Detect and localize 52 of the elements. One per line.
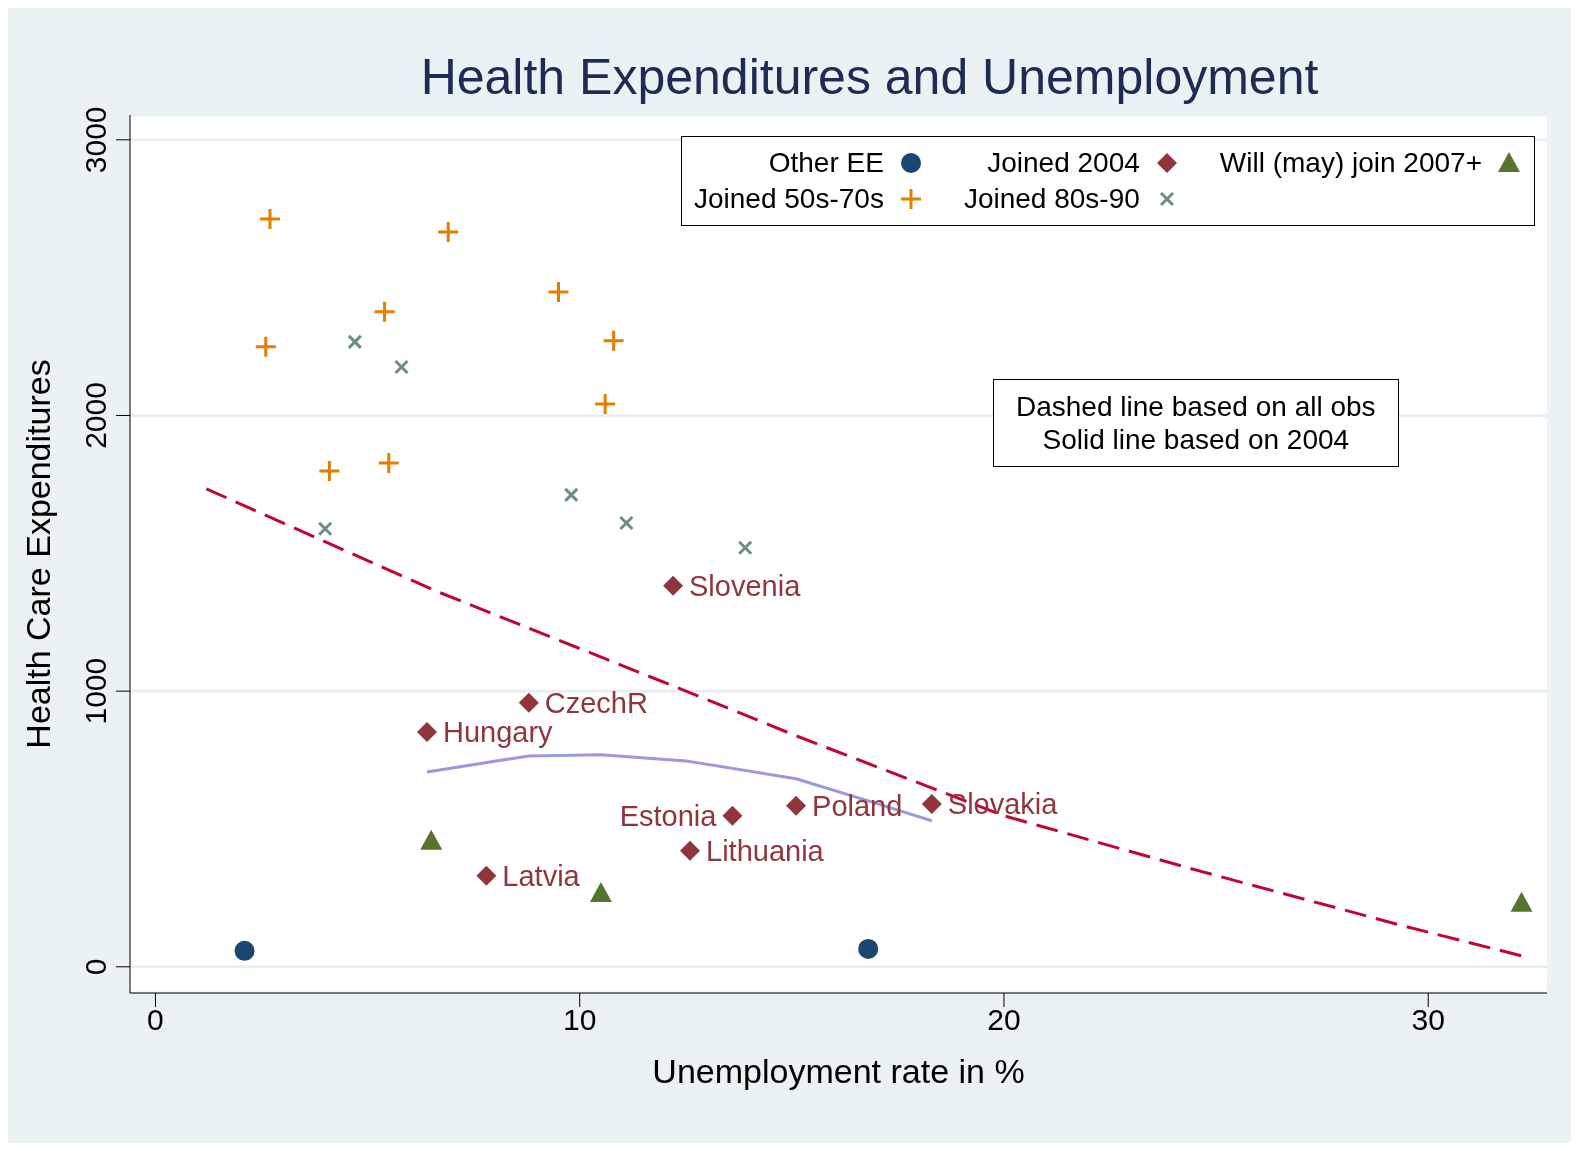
point bbox=[858, 938, 879, 959]
x-tick-label: 10 bbox=[563, 1003, 597, 1037]
data-label: Slovenia bbox=[689, 569, 802, 602]
point bbox=[373, 300, 397, 324]
y-tick-label: 3000 bbox=[79, 106, 112, 174]
x-tick-label: 0 bbox=[147, 1003, 164, 1037]
annotation: Dashed line based on all obs bbox=[1016, 390, 1376, 423]
point bbox=[476, 865, 497, 886]
point bbox=[317, 459, 341, 483]
chart-title: Health Expenditures and Unemployment bbox=[419, 48, 1320, 106]
point bbox=[254, 335, 278, 359]
data-label: Estonia bbox=[619, 799, 718, 832]
line-series bbox=[204, 487, 1524, 958]
point bbox=[722, 805, 743, 826]
point bbox=[518, 692, 539, 713]
point bbox=[589, 881, 612, 902]
x-tick-label: 20 bbox=[987, 1003, 1021, 1037]
point bbox=[436, 220, 460, 244]
x-axis-title: Unemployment rate in % bbox=[652, 1052, 1025, 1090]
point bbox=[563, 487, 579, 503]
point bbox=[593, 392, 617, 416]
legend-label: Joined 80s-90 bbox=[963, 183, 1140, 215]
point bbox=[602, 329, 626, 353]
point bbox=[416, 721, 437, 742]
point bbox=[546, 280, 570, 304]
y-tick-label: 1000 bbox=[79, 657, 112, 725]
data-label: Latvia bbox=[502, 859, 581, 892]
x-tick-label: 30 bbox=[1411, 1003, 1445, 1037]
y-tick-label: 0 bbox=[79, 958, 112, 976]
point bbox=[921, 793, 942, 814]
legend-label: Will (may) join 2007+ bbox=[1219, 147, 1482, 179]
point bbox=[737, 540, 753, 556]
point bbox=[1510, 891, 1533, 912]
point bbox=[347, 334, 363, 350]
point bbox=[420, 829, 443, 850]
point bbox=[680, 840, 701, 861]
legend-label: Other EE bbox=[768, 147, 884, 179]
point bbox=[663, 575, 684, 596]
legend-label: Joined 2004 bbox=[987, 147, 1140, 179]
point bbox=[618, 515, 634, 531]
point bbox=[234, 940, 255, 961]
y-tick-label: 2000 bbox=[79, 382, 112, 449]
data-label: Poland bbox=[812, 789, 903, 822]
data-label: Lithuania bbox=[706, 834, 825, 867]
point bbox=[258, 207, 282, 231]
legend-label: Joined 50s-70s bbox=[693, 183, 884, 215]
point bbox=[317, 521, 333, 537]
point bbox=[786, 795, 807, 816]
point bbox=[394, 359, 410, 375]
y-axis-title: Health Care Expenditures bbox=[19, 359, 58, 749]
point bbox=[377, 451, 401, 475]
annotation: Solid line based on 2004 bbox=[1041, 423, 1351, 456]
